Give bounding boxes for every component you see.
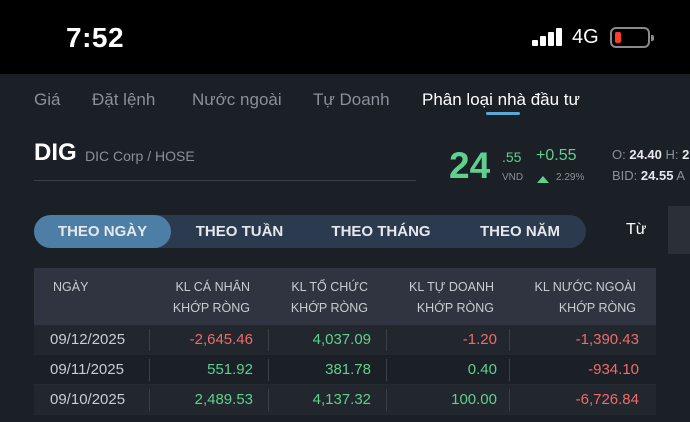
- header-proprietary-line2: KHỚP RÒNG: [416, 301, 494, 315]
- network-type: 4G: [572, 26, 599, 48]
- table-row[interactable]: 09/10/2025 2,489.53 4,137.32 100.00 -6,7…: [34, 385, 656, 415]
- column-divider: [149, 359, 150, 381]
- column-divider: [268, 359, 269, 381]
- bid-value: 24.55: [640, 168, 674, 183]
- cell-foreign: -1,390.43: [575, 331, 639, 348]
- column-divider: [386, 359, 387, 381]
- column-divider: [509, 329, 510, 351]
- period-day-button[interactable]: THEO NGÀY: [34, 215, 171, 248]
- period-year-button[interactable]: THEO NĂM: [480, 223, 560, 240]
- period-segmented-control: THEO NGÀY THEO TUẦN THEO THÁNG THEO NĂM: [34, 215, 586, 248]
- price-decimal: .55: [502, 149, 522, 165]
- header-institution: KL TỔ CHỨC KHỚP RÒNG: [280, 277, 368, 319]
- open-value: 24.40: [629, 147, 662, 162]
- cell-institution: 381.78: [325, 361, 371, 378]
- cell-institution: 4,037.09: [312, 331, 371, 348]
- period-week-button[interactable]: THEO TUẦN: [195, 223, 284, 240]
- open-label: O:: [612, 147, 626, 162]
- status-time: 7:52: [66, 22, 125, 53]
- period-month-button[interactable]: THEO THÁNG: [331, 223, 431, 240]
- table-header: NGÀY KL CÁ NHÂN KHỚP RÒNG KL TỔ CHỨC KHỚ…: [34, 268, 656, 325]
- column-divider: [386, 329, 387, 351]
- battery-icon: [610, 27, 654, 48]
- bid-label: BID:: [612, 168, 638, 183]
- column-divider: [268, 329, 269, 351]
- bid-ask-info: BID: 24.55 A: [612, 168, 685, 183]
- cell-foreign: -6,726.84: [575, 391, 639, 408]
- table-body: 09/12/2025 -2,645.46 4,037.09 -1.20 -1,3…: [34, 325, 656, 415]
- cell-proprietary: 0.40: [467, 361, 497, 378]
- header-proprietary: KL TỰ DOANH KHỚP RÒNG: [396, 277, 494, 319]
- table-row[interactable]: 09/12/2025 -2,645.46 4,037.09 -1.20 -1,3…: [34, 325, 656, 355]
- from-date-label[interactable]: Từ: [626, 221, 647, 238]
- cell-institution: 4,137.32: [312, 391, 371, 408]
- cell-individual: 551.92: [207, 361, 253, 378]
- tab-nuoc-ngoai[interactable]: Nước ngoài: [192, 90, 282, 109]
- cell-date: 09/11/2025: [50, 361, 124, 378]
- cell-proprietary: -1.20: [462, 331, 497, 348]
- top-tab-bar: Giá Đặt lệnh Nước ngoài Tự Doanh Phân lo…: [0, 74, 690, 122]
- active-tab-indicator: [486, 112, 520, 115]
- high-value: 2: [682, 147, 690, 162]
- cell-proprietary: 100.00: [451, 391, 497, 408]
- company-name: DIC Corp / HOSE: [85, 148, 195, 164]
- column-divider: [268, 389, 269, 411]
- header-foreign-line1: KL NƯỚC NGOÀI: [534, 280, 636, 294]
- table-row[interactable]: 09/11/2025 551.92 381.78 0.40 -934.10: [34, 355, 656, 385]
- cell-individual: 2,489.53: [194, 391, 253, 408]
- header-individual: KL CÁ NHÂN KHỚP RÒNG: [164, 277, 250, 319]
- header-proprietary-line1: KL TỰ DOANH: [409, 280, 494, 294]
- tab-gia[interactable]: Giá: [34, 90, 61, 109]
- header-individual-line2: KHỚP RÒNG: [172, 301, 250, 315]
- from-date-field[interactable]: [668, 206, 690, 254]
- open-high-info: O: 24.40 H: 2: [612, 147, 689, 162]
- column-divider: [149, 389, 150, 411]
- header-foreign-line2: KHỚP RÒNG: [558, 301, 636, 315]
- column-divider: [509, 389, 510, 411]
- cell-individual: -2,645.46: [189, 331, 253, 348]
- price-unit: VND: [502, 172, 524, 183]
- cell-date: 09/12/2025: [50, 331, 126, 348]
- tab-dat-lenh[interactable]: Đặt lệnh: [92, 90, 156, 109]
- header-foreign: KL NƯỚC NGOÀI KHỚP RÒNG: [522, 277, 636, 319]
- price-change: +0.55: [536, 147, 577, 164]
- tab-phan-loai-nha-dau-tu[interactable]: Phân loại nhà đầu tư: [422, 90, 580, 109]
- header-institution-line1: KL TỔ CHỨC: [291, 280, 368, 294]
- header-institution-line2: KHỚP RÒNG: [290, 301, 368, 315]
- divider: [34, 180, 416, 181]
- tab-tu-doanh[interactable]: Tự Doanh: [313, 90, 390, 109]
- stock-symbol: DIG: [34, 139, 77, 166]
- price-change-percent: 2.29%: [556, 172, 585, 183]
- column-divider: [386, 389, 387, 411]
- cellular-signal-icon: [532, 28, 564, 46]
- high-label: H:: [665, 147, 679, 162]
- ask-label: A: [676, 168, 686, 183]
- investor-classification-table: NGÀY KL CÁ NHÂN KHỚP RÒNG KL TỔ CHỨC KHỚ…: [34, 268, 656, 415]
- price-integer: 24: [449, 145, 491, 186]
- cell-date: 09/10/2025: [50, 391, 126, 408]
- up-arrow-icon: [537, 176, 549, 183]
- status-bar: 7:52 4G: [0, 0, 690, 74]
- header-date: NGÀY: [53, 277, 88, 298]
- header-individual-line1: KL CÁ NHÂN: [175, 280, 250, 294]
- column-divider: [149, 329, 150, 351]
- cell-foreign: -934.10: [588, 361, 639, 378]
- header-date-label: NGÀY: [53, 280, 89, 294]
- column-divider: [509, 359, 510, 381]
